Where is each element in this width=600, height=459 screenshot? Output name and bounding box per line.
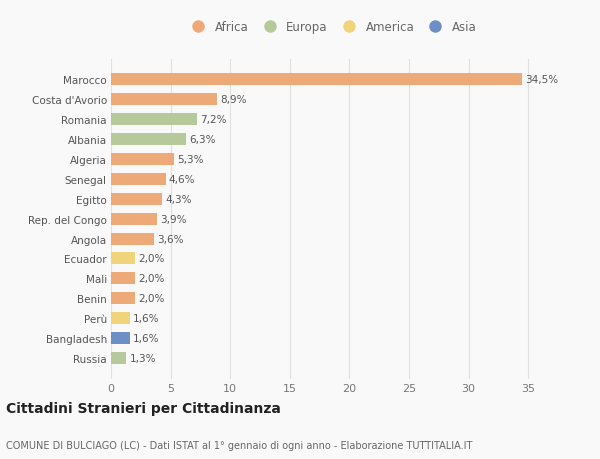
Bar — [111, 74, 522, 86]
Text: Cittadini Stranieri per Cittadinanza: Cittadini Stranieri per Cittadinanza — [6, 402, 281, 415]
Bar — [111, 193, 162, 205]
Text: 2,0%: 2,0% — [138, 274, 164, 284]
Text: 6,3%: 6,3% — [189, 135, 215, 145]
Bar — [111, 233, 154, 245]
Text: 5,3%: 5,3% — [177, 155, 203, 165]
Bar — [111, 154, 174, 166]
Text: 3,6%: 3,6% — [157, 234, 184, 244]
Legend: Africa, Europa, America, Asia: Africa, Europa, America, Asia — [186, 21, 477, 34]
Bar — [111, 174, 166, 185]
Text: 4,6%: 4,6% — [169, 174, 196, 185]
Text: 7,2%: 7,2% — [200, 115, 226, 125]
Text: 34,5%: 34,5% — [525, 75, 559, 85]
Text: 1,6%: 1,6% — [133, 313, 160, 324]
Text: 3,9%: 3,9% — [160, 214, 187, 224]
Text: 1,6%: 1,6% — [133, 333, 160, 343]
Text: 2,0%: 2,0% — [138, 254, 164, 264]
Text: 2,0%: 2,0% — [138, 294, 164, 303]
Text: 8,9%: 8,9% — [220, 95, 247, 105]
Bar — [111, 94, 217, 106]
Bar — [111, 253, 135, 265]
Bar — [111, 213, 157, 225]
Bar — [111, 134, 186, 146]
Bar — [111, 273, 135, 285]
Bar — [111, 293, 135, 305]
Bar — [111, 114, 197, 126]
Bar — [111, 332, 130, 344]
Bar — [111, 313, 130, 325]
Bar — [111, 352, 127, 364]
Text: 1,3%: 1,3% — [130, 353, 156, 363]
Text: 4,3%: 4,3% — [165, 194, 192, 204]
Text: COMUNE DI BULCIAGO (LC) - Dati ISTAT al 1° gennaio di ogni anno - Elaborazione T: COMUNE DI BULCIAGO (LC) - Dati ISTAT al … — [6, 440, 472, 450]
